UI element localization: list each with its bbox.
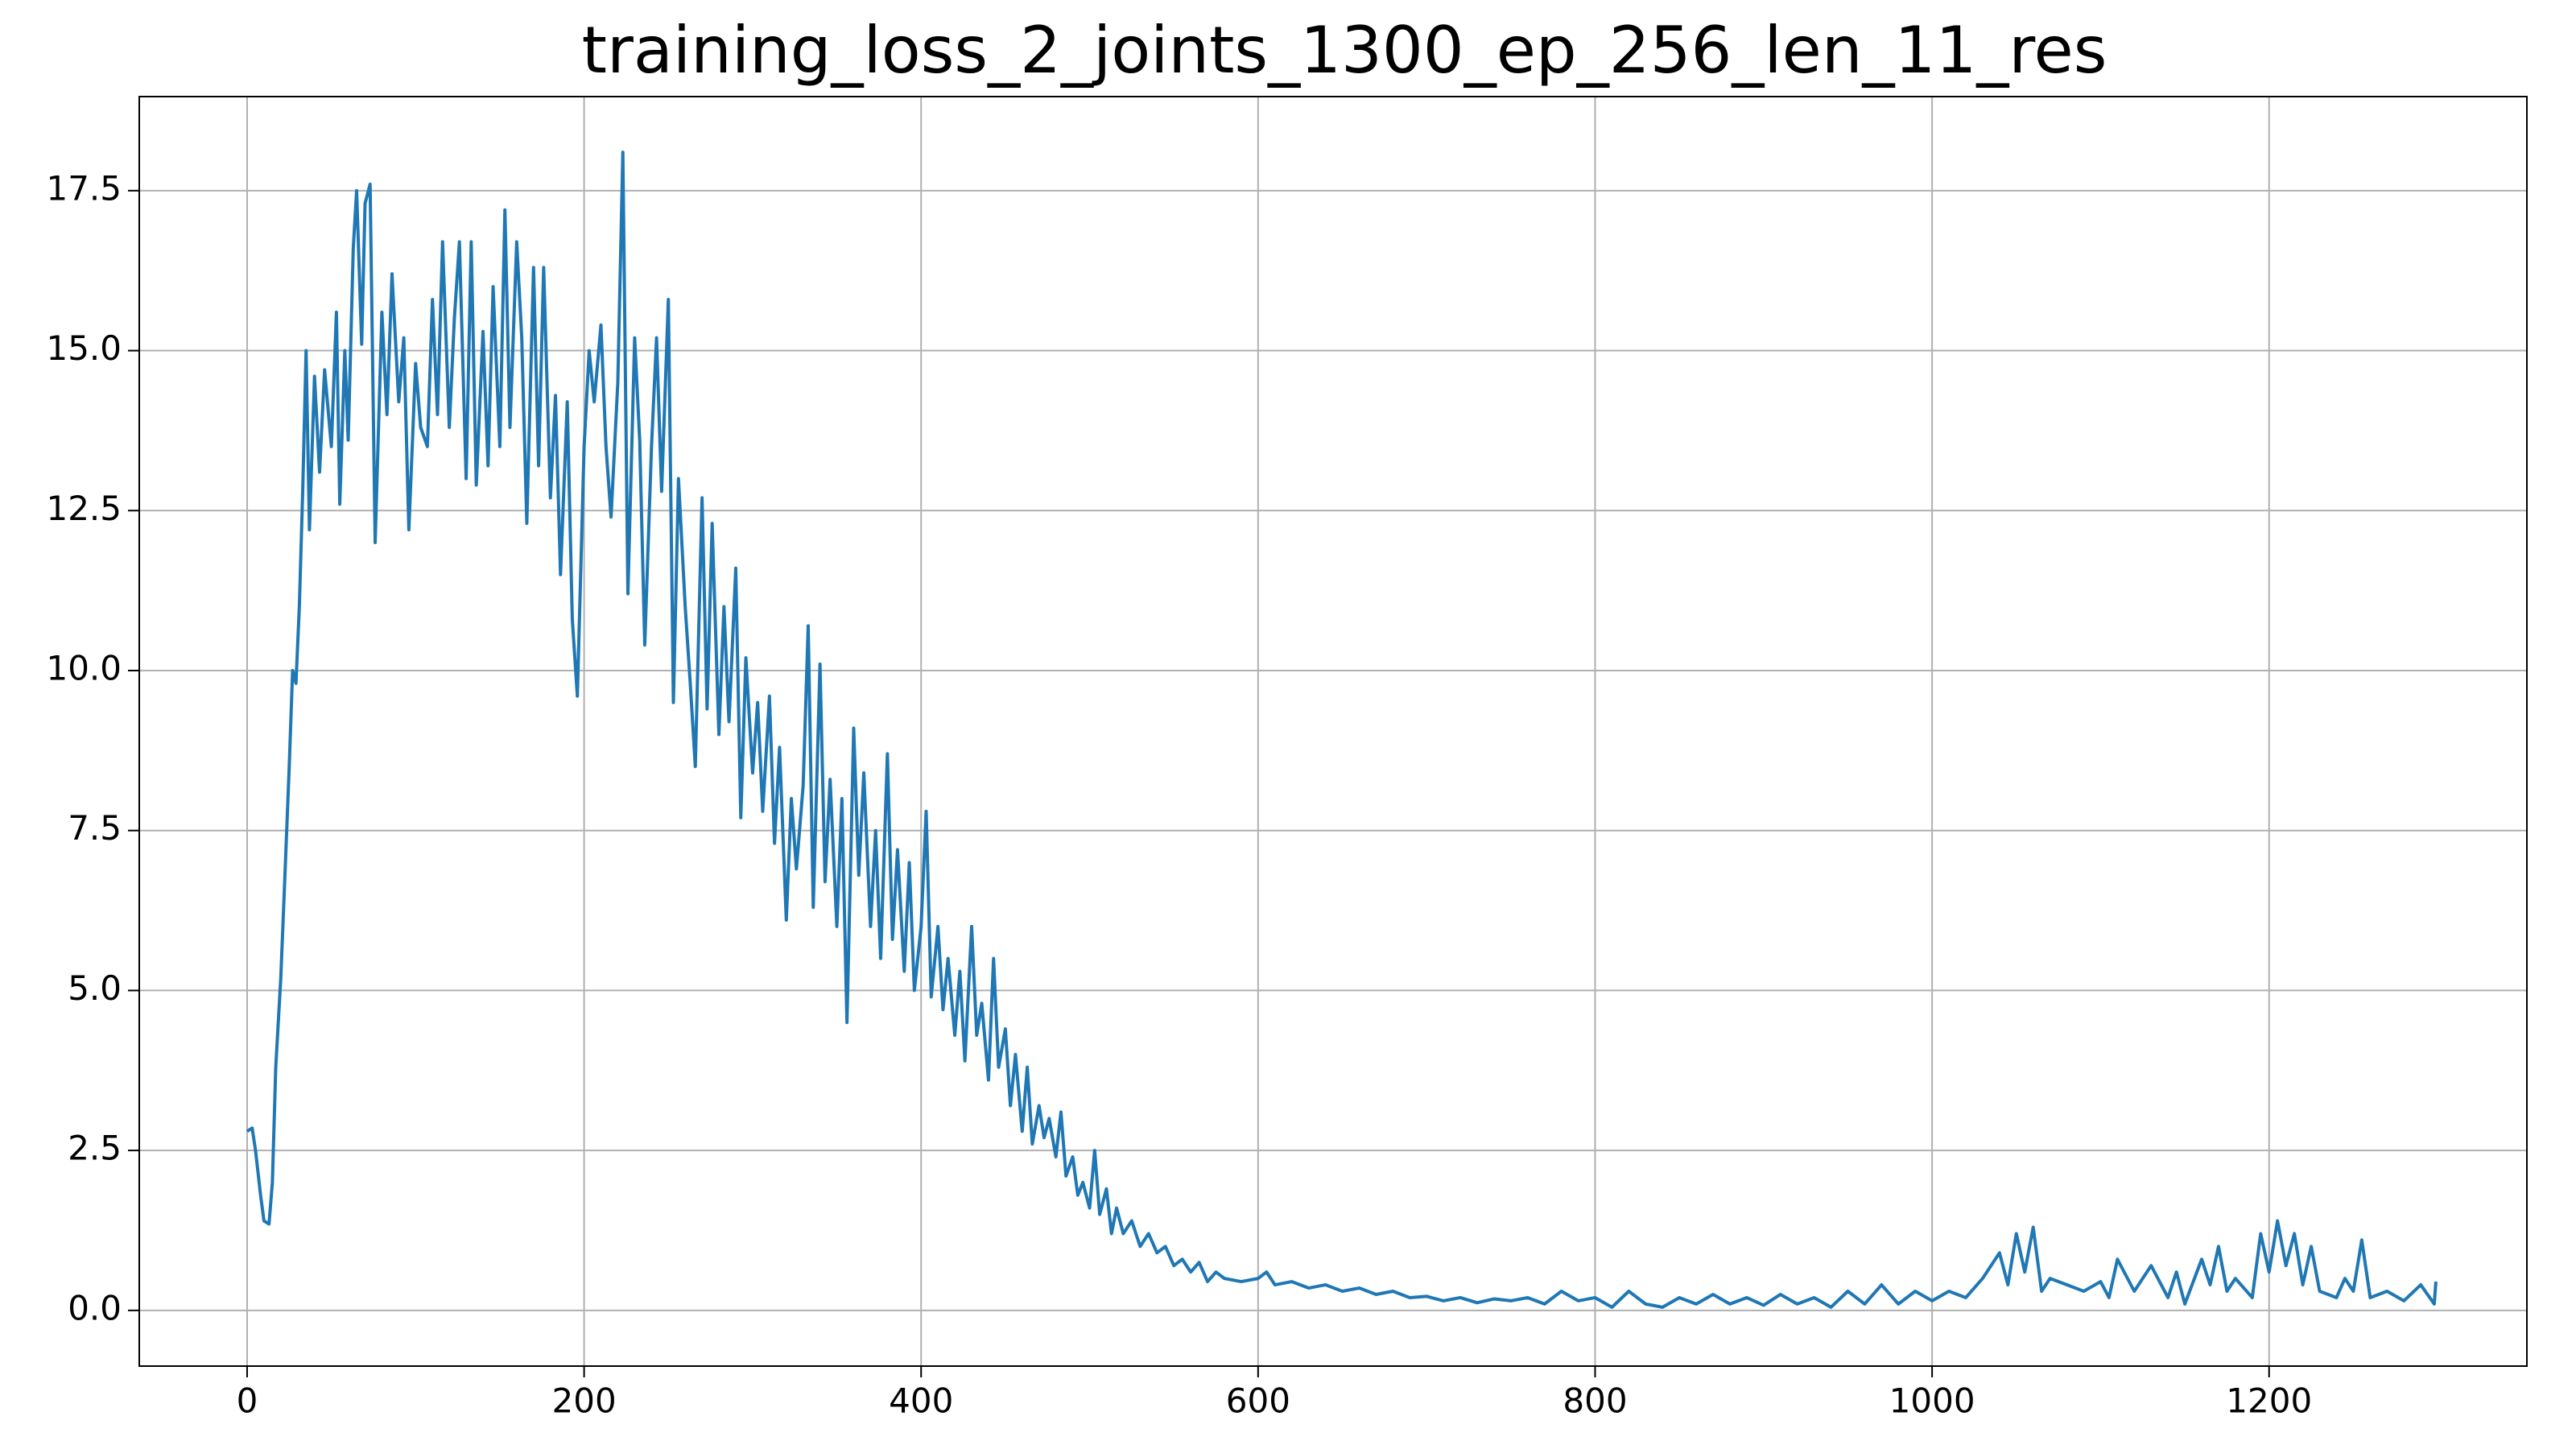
y-tick-label: 5.0	[68, 968, 122, 1008]
x-tick-label: 1000	[1889, 1381, 1975, 1421]
y-tick-label: 12.5	[46, 489, 122, 528]
y-tick-label: 10.0	[46, 648, 122, 687]
plot-frame	[138, 96, 2528, 1367]
x-tick-label: 600	[1226, 1381, 1290, 1421]
chart-title: training_loss_2_joints_1300_ep_256_len_1…	[582, 13, 2107, 88]
x-tick-label: 800	[1563, 1381, 1627, 1421]
x-tick-label: 0	[237, 1381, 258, 1421]
y-tick-label: 2.5	[68, 1129, 122, 1168]
y-tick-label: 0.0	[68, 1288, 122, 1327]
y-tick-label: 7.5	[68, 808, 122, 848]
y-tick-label: 15.0	[46, 328, 122, 368]
line	[246, 151, 2438, 1309]
y-tick-label: 17.5	[46, 168, 122, 208]
x-tick-label: 400	[889, 1381, 953, 1421]
x-tick-label: 200	[552, 1381, 617, 1421]
x-tick-label: 1200	[2226, 1381, 2312, 1421]
